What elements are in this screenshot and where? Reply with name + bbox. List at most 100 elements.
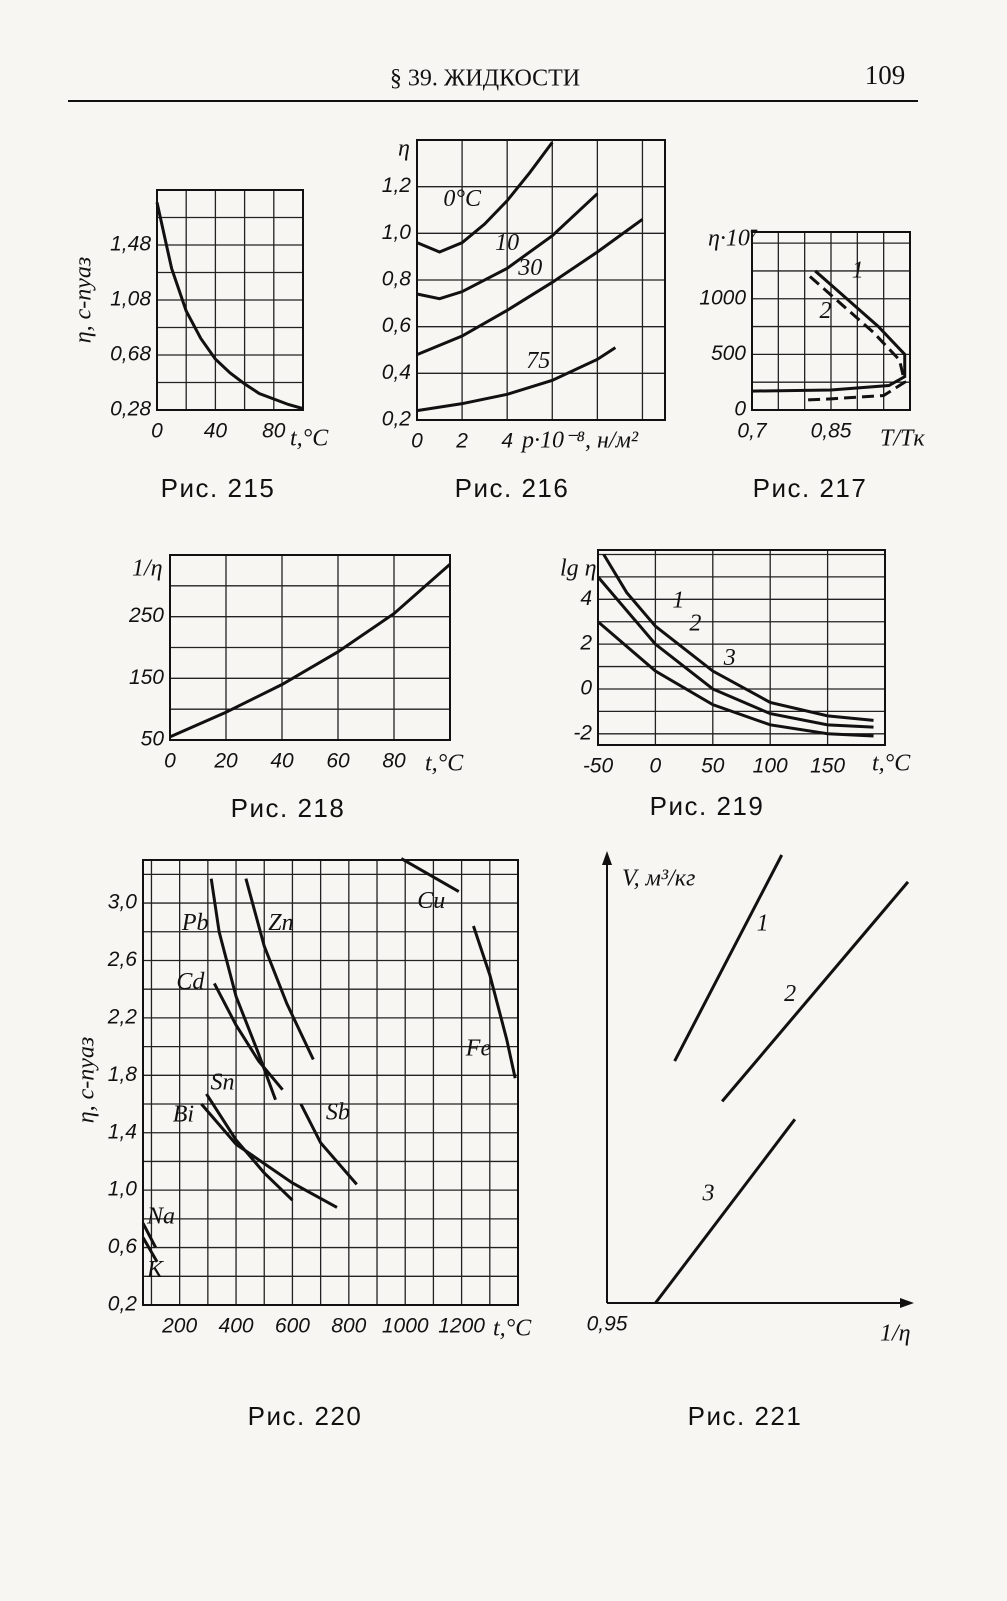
y-tick-label: 1,08 (110, 288, 151, 311)
y-tick-label: 0 (580, 677, 592, 700)
x-axis-label: p·10⁻⁸, н/м² (520, 428, 639, 454)
x-axis-label: 1/η (880, 1321, 911, 1347)
y-tick-label: 500 (711, 342, 746, 365)
series-line (720, 880, 910, 1103)
y-axis-label: η (398, 136, 410, 162)
y-tick-label: 150 (129, 666, 164, 689)
series-line (596, 575, 874, 729)
x-tick-label: 50 (701, 755, 725, 778)
x-axis-label: T/Tк (880, 426, 925, 452)
series-label: 3 (723, 645, 736, 671)
figure-caption: Рис. 220 (248, 1401, 363, 1431)
series-line (213, 982, 284, 1091)
series-line (169, 563, 451, 739)
x-tick-label: 80 (262, 420, 286, 443)
y-tick-label: 1000 (699, 286, 746, 309)
y-tick-label: 0,2 (108, 1293, 138, 1316)
y-tick-label: 250 (128, 604, 164, 627)
series-label: 1 (852, 257, 864, 283)
plot-frame (142, 859, 519, 1306)
y-tick-label: 0,4 (382, 361, 411, 384)
series-line (416, 346, 617, 413)
series-label: 1 (672, 588, 684, 614)
x-tick-label: 20 (213, 750, 238, 773)
series-line (141, 1236, 159, 1263)
y-tick-label: 0,6 (382, 314, 412, 337)
series-label: Sn (210, 1069, 234, 1095)
series-label: 2 (689, 611, 701, 637)
series-label: Pb (181, 910, 209, 936)
series-line (244, 878, 315, 1061)
x-tick-label: 0,95 (587, 1313, 628, 1336)
y-tick-label: 1,4 (108, 1120, 137, 1143)
axis-arrow (602, 851, 612, 865)
series-label: 0°C (443, 186, 482, 212)
y-tick-label: 4 (580, 587, 592, 610)
plot-frame (156, 189, 304, 411)
series-line (804, 275, 907, 402)
y-tick-label: 0,2 (382, 408, 412, 431)
x-tick-label: 2 (455, 430, 468, 453)
series-line (400, 857, 460, 893)
x-tick-label: 0 (411, 430, 423, 453)
axis-arrow (900, 1298, 914, 1308)
x-tick-label: 0,7 (737, 420, 768, 443)
series-label: 1 (757, 911, 769, 937)
plot-frame (597, 549, 886, 746)
running-head: § 39. ЖИДКОСТИ (390, 66, 580, 92)
x-axis-label: t,°C (425, 751, 464, 777)
series-line (299, 1103, 358, 1186)
x-tick-label: 150 (810, 755, 845, 778)
series-label: Cu (417, 888, 445, 914)
series-label: Na (146, 1204, 175, 1230)
y-axis-label: lg η (560, 556, 597, 582)
series-label: Fe (465, 1036, 492, 1062)
x-tick-label: 0 (151, 420, 163, 443)
y-tick-label: 1,2 (382, 174, 412, 197)
y-tick-label: 3,0 (108, 891, 138, 914)
figure-caption: Рис. 218 (231, 793, 346, 823)
series-line (654, 1118, 797, 1304)
x-tick-label: 0,85 (811, 420, 852, 443)
series-label: 75 (526, 348, 550, 374)
plot-frame (416, 139, 666, 421)
series-label: Sb (326, 1100, 350, 1126)
figure-caption: Рис. 215 (161, 473, 276, 503)
plot-frame (169, 554, 451, 741)
x-tick-label: 60 (326, 750, 350, 773)
series-line (416, 218, 644, 357)
series-line (200, 1103, 338, 1209)
y-axis-label: η·10⁷ (708, 226, 758, 252)
series-label: Bi (173, 1102, 194, 1128)
series-line (597, 620, 874, 738)
series-line (416, 192, 599, 301)
series-label: Zn (268, 910, 293, 936)
x-axis-label: t,°C (290, 426, 329, 452)
x-tick-label: 400 (219, 1315, 254, 1338)
y-tick-label: 1,48 (110, 233, 151, 256)
series-line (673, 854, 784, 1062)
figure-caption: Рис. 216 (455, 473, 570, 503)
y-tick-label: 0,8 (382, 268, 412, 291)
figure-caption: Рис. 219 (650, 791, 765, 821)
y-tick-label: 50 (141, 728, 165, 751)
series-label: Cd (176, 969, 205, 995)
y-tick-label: -2 (573, 721, 592, 744)
page-number: 109 (865, 60, 906, 90)
x-tick-label: 40 (270, 750, 294, 773)
y-tick-label: 0,6 (108, 1235, 138, 1258)
x-tick-label: 1000 (382, 1315, 429, 1338)
x-tick-label: 4 (501, 430, 513, 453)
x-tick-label: 40 (204, 420, 228, 443)
x-tick-label: 80 (382, 750, 406, 773)
y-tick-label: 0 (734, 398, 746, 421)
series-label: 10 (495, 230, 519, 256)
x-tick-label: 800 (331, 1315, 366, 1338)
y-tick-label: 0,28 (110, 398, 151, 421)
series-label: 2 (784, 981, 796, 1007)
series-label: 3 (701, 1181, 714, 1207)
x-tick-label: 0 (164, 750, 176, 773)
y-tick-label: 1,0 (382, 221, 412, 244)
